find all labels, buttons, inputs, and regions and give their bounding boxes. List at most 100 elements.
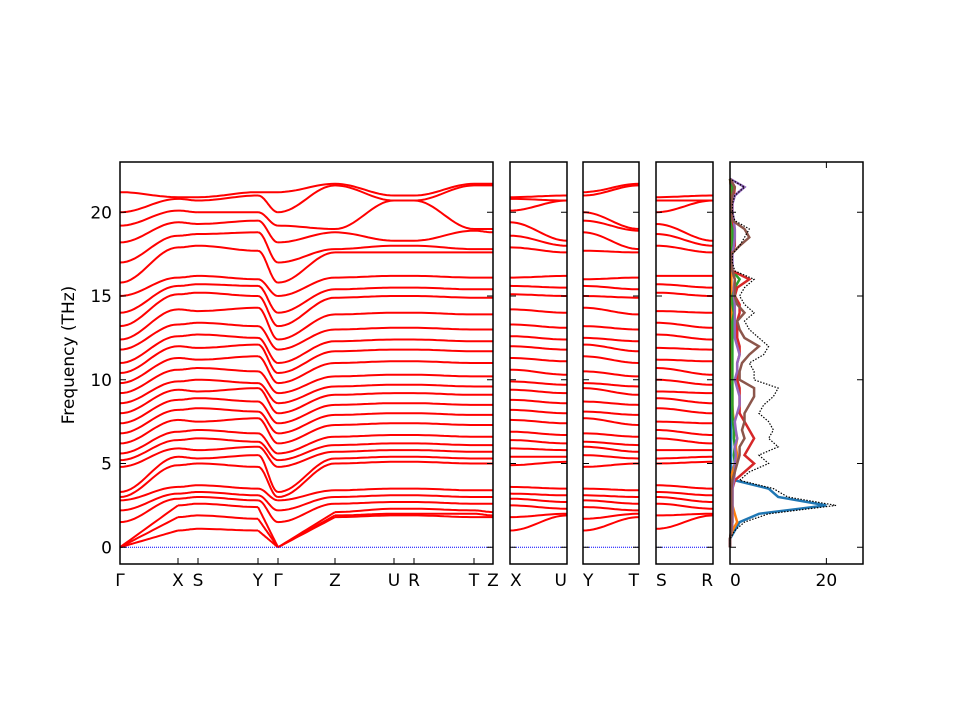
band-line [510,398,567,405]
band-line [509,234,568,247]
band-line [277,462,336,498]
band-line [413,338,474,343]
band-line [582,276,639,281]
band-line [119,439,179,462]
band-line [583,417,640,426]
band-line [414,373,474,378]
band-line [413,199,475,230]
band-line [257,387,279,415]
band-line [656,496,713,503]
band-line [335,449,394,453]
band-line [335,412,394,416]
band-line [583,370,639,378]
band-line [277,340,336,364]
band-line [510,497,567,503]
band-line [197,407,259,413]
band-line [178,407,198,411]
band-line [119,408,179,435]
band-line [655,514,714,530]
band-line [119,221,179,244]
band-line [335,311,394,316]
band-line [257,445,279,468]
band-line [582,516,640,532]
band-line [509,221,568,242]
band-line [277,224,335,230]
band-line [277,385,336,405]
band-line [257,440,279,462]
band-line [414,244,474,251]
band-line [656,390,713,395]
band-line [277,393,336,415]
band-line [257,529,279,549]
band-line [257,355,279,385]
band-line [198,417,258,423]
band-line [334,507,395,514]
band-line [197,191,258,199]
band-line [510,447,567,452]
band-line [510,274,567,279]
band-line [119,388,179,415]
band-line [583,494,639,498]
band-line [509,492,567,497]
band-line [656,437,713,445]
band-line [178,527,198,532]
band-line [582,512,639,520]
k-point-label: U [555,571,567,591]
band-line [119,209,179,227]
band-line [198,283,258,287]
band-line [655,223,714,242]
band-line [119,368,179,395]
panel-frame [119,161,494,565]
band-line [198,527,258,532]
band-line [334,383,394,388]
band-line [277,184,336,214]
band-line [335,442,394,447]
band-line [656,291,713,297]
band-line [583,445,640,453]
y-tick-label: 20 [90,203,112,223]
band-line [335,501,394,505]
band-line [178,345,198,349]
band-line [335,487,394,492]
band-line [178,283,198,287]
band-line [335,494,394,498]
band-line [119,284,179,314]
band-line [197,367,259,373]
band-line [583,343,640,353]
y-tick-label: 0 [101,538,112,558]
band-line [257,417,279,445]
band-line [413,229,475,242]
band-line [178,244,198,249]
k-point-label: S [656,571,667,591]
band-line [656,460,713,465]
band-line [119,308,179,341]
dos-x-tick-label: 0 [730,571,741,591]
band-line [510,323,567,329]
band-line [277,496,336,512]
band-line [178,367,198,371]
band-line [509,380,568,386]
band-line [198,244,259,252]
band-line [177,437,198,442]
band-line [119,455,179,493]
band-line [655,407,714,415]
band-line [178,357,198,361]
dos-curves [728,177,837,548]
band-line [277,511,336,549]
band-line [257,465,279,498]
band-line [178,484,198,488]
band-line [198,291,258,297]
band-line [277,413,336,435]
band-line [582,400,640,406]
band-line [119,197,179,214]
k-point-label: R [701,571,713,591]
band-line [335,402,394,406]
band-line [277,248,336,264]
band-line [414,383,475,388]
band-line [277,424,336,445]
band-line [510,357,567,363]
band-line [655,233,714,247]
band-line [335,392,395,396]
band-line [198,194,258,202]
band-line [178,209,199,214]
